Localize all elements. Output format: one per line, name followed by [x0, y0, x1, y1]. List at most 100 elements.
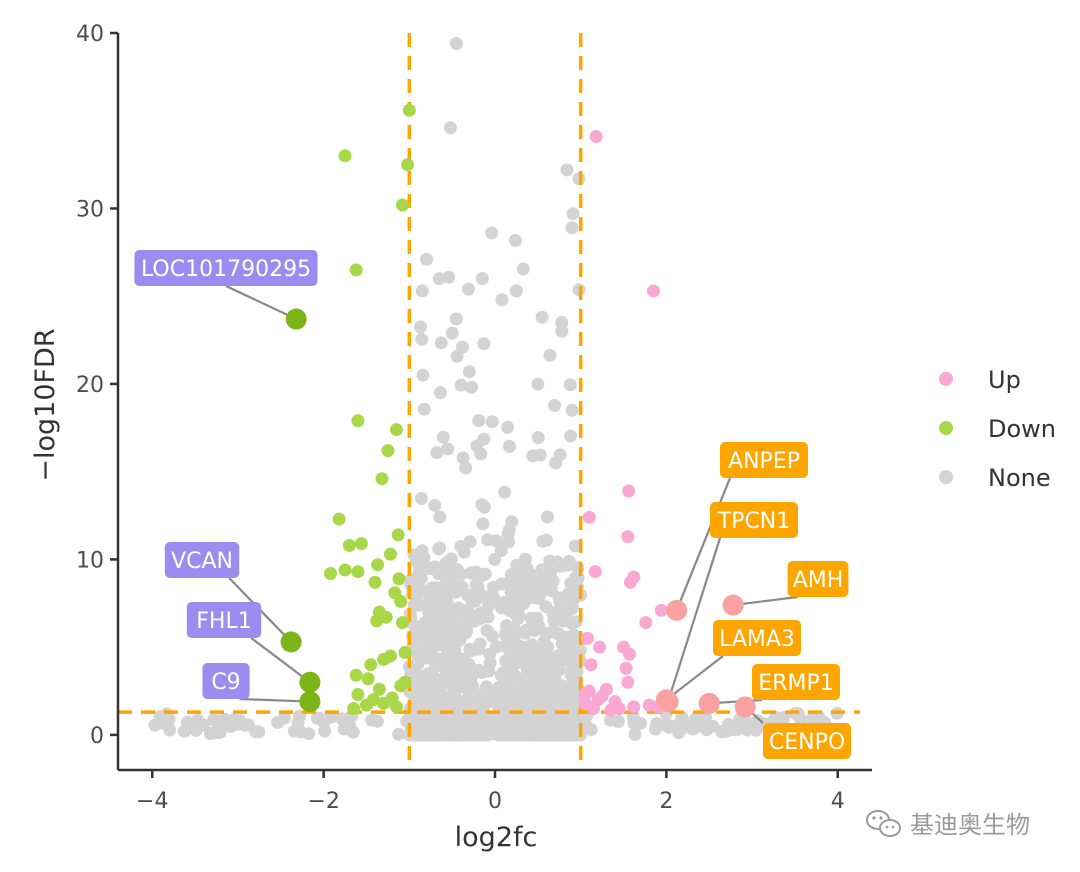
none-point	[548, 399, 562, 412]
none-point	[440, 607, 454, 621]
none-point	[302, 727, 316, 741]
none-point	[516, 597, 530, 611]
none-point	[554, 559, 568, 573]
legend-label-up: Up	[988, 366, 1021, 394]
none-point	[230, 717, 244, 731]
none-point	[455, 340, 469, 354]
down-point	[383, 649, 397, 663]
up-point	[581, 631, 595, 645]
none-point	[208, 726, 222, 740]
none-point	[163, 723, 177, 737]
none-point	[475, 272, 489, 285]
gene-connector	[250, 637, 311, 684]
none-point	[511, 689, 525, 703]
up-point	[593, 640, 607, 654]
none-point	[540, 728, 554, 742]
none-point	[793, 712, 807, 726]
none-point	[501, 636, 515, 650]
none-point	[471, 727, 484, 740]
down-point	[391, 528, 405, 542]
none-point	[460, 679, 474, 693]
up-point	[622, 484, 636, 498]
down-point	[401, 158, 415, 172]
gene-label-box	[787, 561, 849, 597]
gene-label-box	[164, 542, 240, 578]
gene-label-box	[763, 723, 851, 759]
none-point	[431, 728, 445, 742]
none-point	[441, 442, 455, 456]
gene-label-box	[713, 620, 801, 656]
none-point	[465, 380, 478, 394]
none-point	[509, 284, 523, 298]
none-point	[485, 629, 499, 643]
y-tick-label: 40	[76, 22, 104, 47]
down-point	[351, 688, 365, 702]
none-point	[455, 580, 469, 594]
none-point	[531, 377, 545, 391]
up-point	[621, 675, 635, 689]
up-point	[612, 702, 626, 716]
down-point	[361, 672, 375, 686]
none-point	[531, 431, 545, 444]
up-point	[588, 565, 602, 579]
gene-label-box	[720, 442, 808, 478]
none-point	[546, 574, 560, 588]
none-point	[411, 716, 425, 730]
gene-connector	[239, 697, 310, 703]
down-point	[371, 558, 385, 572]
wechat-icon	[866, 810, 901, 837]
none-point	[452, 601, 465, 615]
none-point	[512, 576, 526, 590]
none-point	[481, 610, 495, 624]
none-point	[476, 517, 490, 531]
none-point	[522, 728, 536, 742]
none-point	[555, 316, 569, 329]
up-point	[623, 647, 637, 661]
down-point	[349, 263, 363, 277]
none-point	[553, 602, 567, 616]
none-point	[485, 415, 499, 429]
none-point	[442, 727, 455, 741]
none-point	[404, 572, 418, 586]
none-point	[439, 665, 453, 679]
highlight-point	[698, 692, 720, 714]
watermark: 基迪奥生物	[866, 810, 1030, 839]
down-point	[370, 614, 384, 628]
none-point	[449, 37, 463, 50]
none-point	[430, 582, 444, 596]
gene-label: ERMP1	[758, 671, 833, 696]
gene-label: LAMA3	[719, 627, 795, 652]
none-point	[627, 716, 641, 730]
none-point	[417, 631, 431, 645]
none-point	[518, 552, 532, 566]
gene-labels: LOC101790295 VCAN FHL1 C9 ANPEP TPCN1 AMH LAMA3…	[134, 250, 851, 759]
none-point	[433, 386, 447, 400]
gene-connector	[675, 477, 732, 611]
none-point	[252, 725, 266, 739]
none-point	[400, 714, 414, 728]
none-point	[287, 724, 301, 738]
y-tick-label: 30	[76, 197, 104, 222]
legend-label-down: Down	[988, 415, 1056, 443]
none-point	[517, 672, 531, 685]
highlight-point	[666, 599, 688, 621]
gene-connector	[667, 537, 722, 702]
down-point	[364, 658, 378, 672]
none-point	[430, 446, 444, 460]
gene-label-box	[134, 250, 318, 286]
none-point	[454, 539, 468, 553]
none-point	[776, 711, 790, 725]
down-point	[394, 679, 408, 693]
up-point	[587, 702, 601, 716]
legend-key-none	[939, 470, 953, 484]
none-point	[416, 368, 430, 382]
none-point	[458, 727, 472, 741]
none-point	[468, 594, 482, 608]
legend-key-down	[939, 421, 953, 435]
up-point	[578, 688, 592, 702]
none-point	[443, 121, 457, 135]
none-point	[536, 671, 550, 685]
none-point	[552, 682, 566, 696]
none-point	[528, 591, 542, 604]
